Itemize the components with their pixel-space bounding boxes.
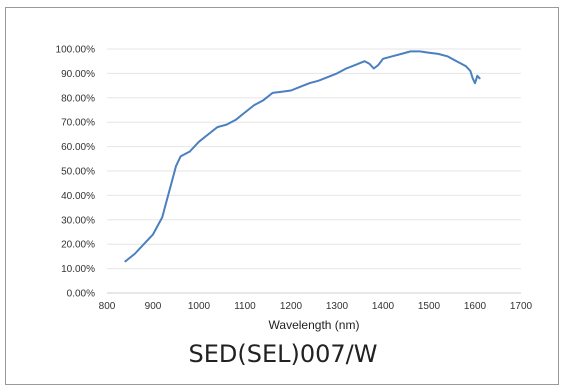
x-tick-label: 1400 xyxy=(372,301,395,312)
series-layer xyxy=(124,50,481,263)
y-tick-label: 40.00% xyxy=(61,191,95,202)
x-tick-label: 1200 xyxy=(280,301,303,312)
x-tick-label: 800 xyxy=(99,301,116,312)
x-axis-title: Wavelength (nm) xyxy=(269,318,360,332)
y-tick-label: 80.00% xyxy=(61,93,95,104)
x-tick-label: 1500 xyxy=(418,301,441,312)
y-tick-label: 70.00% xyxy=(61,118,95,129)
grid-lines xyxy=(107,48,521,270)
y-tick-label: 50.00% xyxy=(61,167,95,178)
x-tick-label: 1700 xyxy=(510,301,533,312)
chart-frame xyxy=(5,7,559,385)
x-tick-label: 900 xyxy=(145,301,162,312)
y-tick-label: 90.00% xyxy=(61,69,95,80)
y-tick-label: 60.00% xyxy=(61,142,95,153)
y-tick-label: 10.00% xyxy=(61,264,95,275)
y-tick-label: 30.00% xyxy=(61,215,95,226)
y-tick-label: 100.00% xyxy=(56,45,96,56)
y-tick-label: 0.00% xyxy=(67,289,95,300)
tick-labels: 0.00% 10.00% 20.00% 30.00% 40.00% 50.00% 60.00… xyxy=(56,45,533,313)
x-tick-label: 1600 xyxy=(464,301,487,312)
x-tick-label: 1100 xyxy=(234,301,256,312)
x-tick-label: 1000 xyxy=(188,301,211,312)
chart-caption: SED(SEL)007/W xyxy=(188,340,378,368)
x-tick-label: 1300 xyxy=(326,301,349,312)
series-line xyxy=(124,50,481,263)
y-tick-label: 20.00% xyxy=(61,240,95,251)
